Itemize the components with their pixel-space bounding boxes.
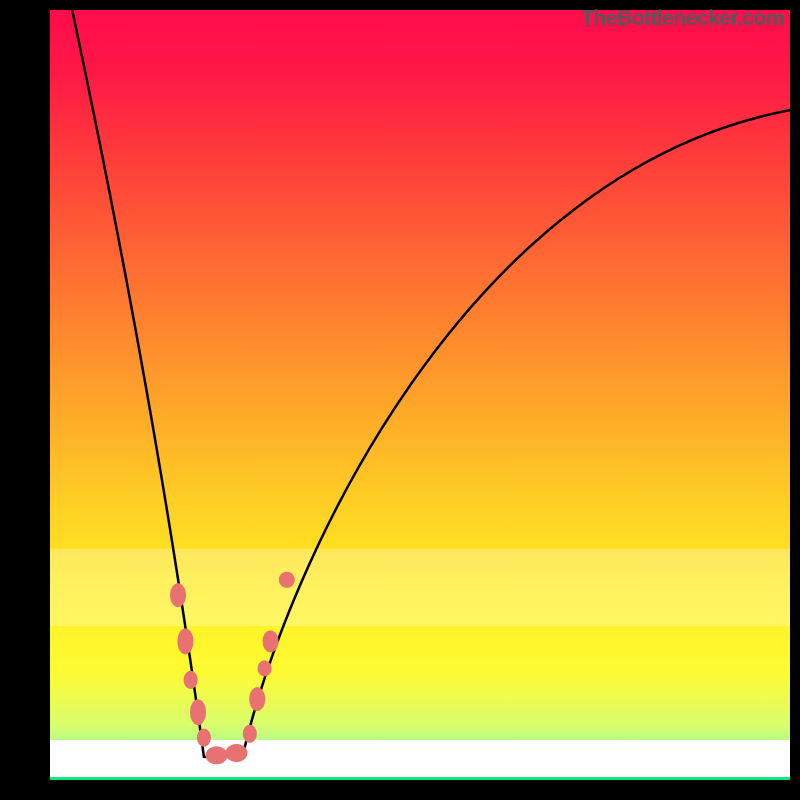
data-marker [184,671,198,689]
data-marker [197,729,211,747]
data-marker [263,630,279,652]
data-marker [279,572,295,588]
data-marker [177,628,193,654]
right-curve [242,110,790,757]
plot-area [50,10,790,780]
data-marker [243,725,257,743]
data-marker [249,687,265,711]
data-marker [225,744,247,762]
data-marker [170,583,186,607]
watermark-text: TheBottlenecker.com [581,7,784,31]
canvas: TheBottlenecker.com [0,0,800,800]
data-marker [258,660,272,676]
marker-group [170,572,295,765]
data-marker [206,746,228,764]
data-marker [190,699,206,725]
curve-overlay [50,10,790,780]
